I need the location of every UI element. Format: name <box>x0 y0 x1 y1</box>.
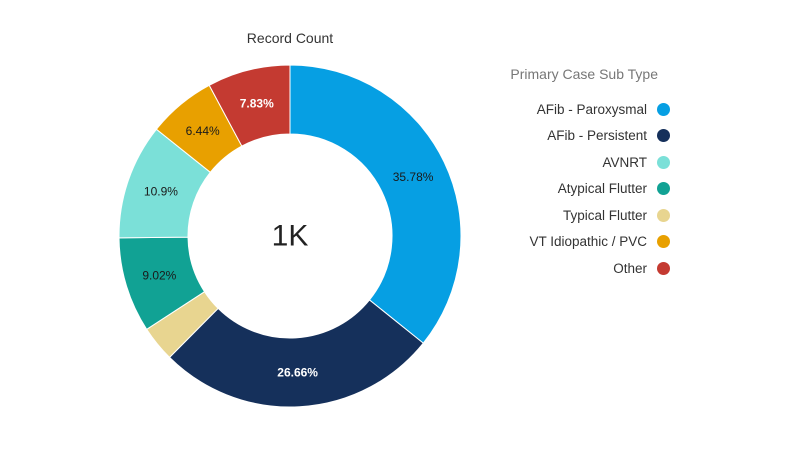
legend-label: AVNRT <box>602 154 647 170</box>
legend-label: AFib - Persistent <box>547 128 647 144</box>
legend-swatch-icon <box>657 235 670 249</box>
legend-title: Primary Case Sub Type <box>510 66 658 82</box>
legend-swatch-icon <box>657 208 670 222</box>
slice-label-atypical-flutter: 9.02% <box>142 269 176 283</box>
slice-other[interactable] <box>208 64 291 147</box>
slice-label-other: 7.83% <box>240 97 274 111</box>
legend-item-vt-idiopathic-pvc[interactable]: VT Idiopathic / PVC <box>480 229 670 256</box>
legend-label: Other <box>613 260 647 276</box>
slice-label-afib-paroxysmal: 35.78% <box>393 170 434 184</box>
center-total-label: 1K <box>272 220 309 253</box>
legend-item-typical-flutter[interactable]: Typical Flutter <box>480 202 670 229</box>
slice-afib-paroxysmal[interactable] <box>289 64 462 344</box>
legend-item-atypical-flutter[interactable]: Atypical Flutter <box>480 176 670 203</box>
chart-title: Record Count <box>246 30 334 46</box>
legend-label: Typical Flutter <box>562 207 647 223</box>
legend-item-afib-persistent[interactable]: AFib - Persistent <box>480 123 670 150</box>
legend-label: AFib - Paroxysmal <box>536 101 647 117</box>
legend-item-afib-paroxysmal[interactable]: AFib - Paroxysmal <box>480 96 670 123</box>
legend-swatch-icon <box>657 129 670 143</box>
legend-swatch-icon <box>657 182 670 196</box>
legend-item-avnrt[interactable]: AVNRT <box>480 149 670 176</box>
legend-swatch-icon <box>657 155 670 169</box>
legend-swatch-icon <box>657 261 670 275</box>
slice-label-afib-persistent: 26.66% <box>277 365 318 379</box>
slice-afib-persistent[interactable] <box>168 299 424 408</box>
legend-label: VT Idiopathic / PVC <box>529 234 647 250</box>
legend-swatch-icon <box>657 102 670 116</box>
legend-item-other[interactable]: Other <box>480 255 670 282</box>
slice-label-vt-idiopathic-pvc: 6.44% <box>186 124 220 138</box>
slice-label-avnrt: 10.9% <box>144 185 178 199</box>
legend-label: Atypical Flutter <box>557 181 647 197</box>
legend: Primary Case Sub Type AFib - Paroxysmal A… <box>480 66 670 282</box>
